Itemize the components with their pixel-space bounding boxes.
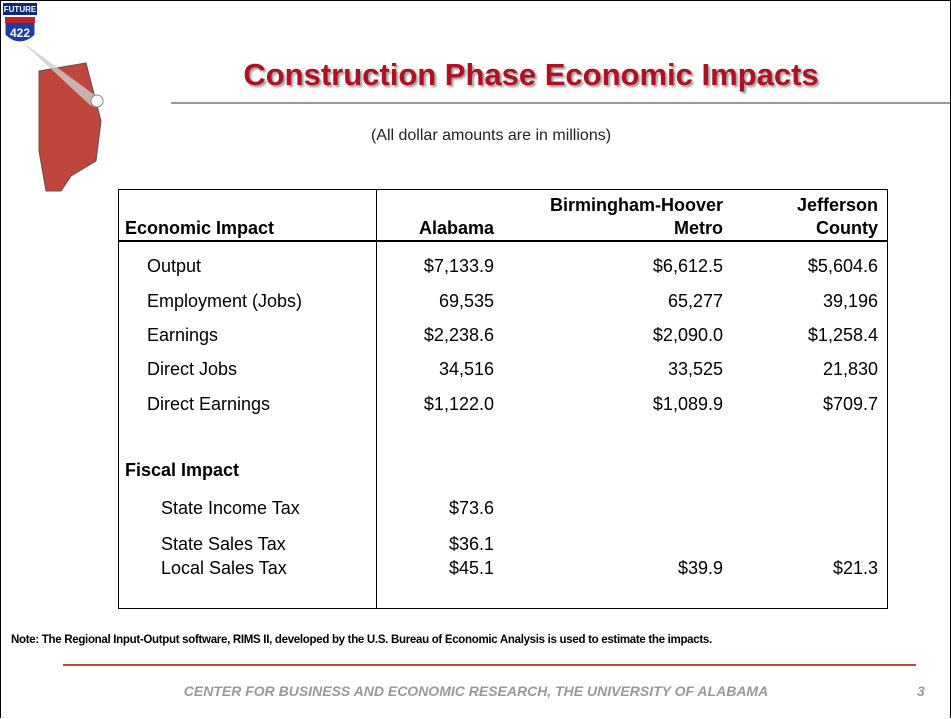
cell-value: $5,604.6: [807, 256, 878, 276]
row-label: State Income Tax: [161, 498, 300, 518]
row-label: Local Sales Tax: [161, 558, 287, 578]
column-divider: [376, 189, 377, 609]
footer: CENTER FOR BUSINESS AND ECONOMIC RESEARC…: [183, 683, 769, 699]
cell-value: 39,196: [822, 291, 878, 311]
cell-value: $2,090.0: [652, 325, 723, 345]
cell-value: $6,612.5: [652, 256, 723, 276]
cell-value: $45.1: [448, 558, 494, 578]
column-header: Jefferson: [796, 195, 878, 215]
subtitle: (All dollar amounts are in millions): [370, 127, 612, 144]
column-header: Metro: [674, 218, 723, 238]
header-rule: [118, 240, 888, 242]
cell-value: $7,133.9: [423, 256, 494, 276]
logo-number: 422: [10, 26, 30, 40]
shield-band: [5, 17, 35, 23]
section-heading: Fiscal Impact: [125, 460, 240, 480]
table-frame: [118, 189, 888, 609]
row-label: Direct Earnings: [147, 394, 271, 414]
cell-value: 34,516: [438, 359, 494, 379]
cell-value: $2,238.6: [423, 325, 494, 345]
cell-value: 33,525: [667, 359, 723, 379]
cell-value: $21.3: [832, 558, 878, 578]
note: Note: The Regional Input-Output software…: [11, 634, 712, 646]
page-number: 3: [917, 683, 925, 699]
cell-value: 21,830: [822, 359, 878, 379]
column-header: Economic Impact: [125, 218, 275, 238]
cell-value: $1,258.4: [807, 325, 878, 345]
logo-banner: [3, 3, 37, 15]
row-label: Output: [147, 256, 202, 276]
cell-value: $709.7: [822, 394, 878, 414]
cell-value: $36.1: [448, 534, 494, 554]
column-header: County: [816, 218, 878, 238]
logo: FUTURE 422: [3, 3, 104, 192]
column-header: Alabama: [418, 218, 494, 238]
column-header: Birmingham-Hoover: [549, 195, 723, 215]
row-label: Direct Jobs: [147, 359, 238, 379]
row-label: Earnings: [147, 325, 219, 345]
row-label: State Sales Tax: [161, 534, 286, 554]
cell-value: $39.9: [677, 558, 723, 578]
logo-top: FUTURE: [4, 5, 37, 14]
cell-value: $1,089.9: [652, 394, 723, 414]
shield: [4, 16, 36, 43]
row-label: Employment (Jobs): [147, 291, 303, 311]
title-rule: [171, 102, 950, 104]
cell-value: $1,122.0: [423, 394, 494, 414]
cell-value: 65,277: [667, 291, 723, 311]
title: Construction Phase Economic Impacts: [243, 57, 819, 92]
cell-value: 69,535: [438, 291, 494, 311]
pointer: [21, 41, 96, 106]
footer-rule: [63, 664, 916, 666]
marker: [90, 94, 104, 108]
cell-value: $73.6: [448, 498, 494, 518]
